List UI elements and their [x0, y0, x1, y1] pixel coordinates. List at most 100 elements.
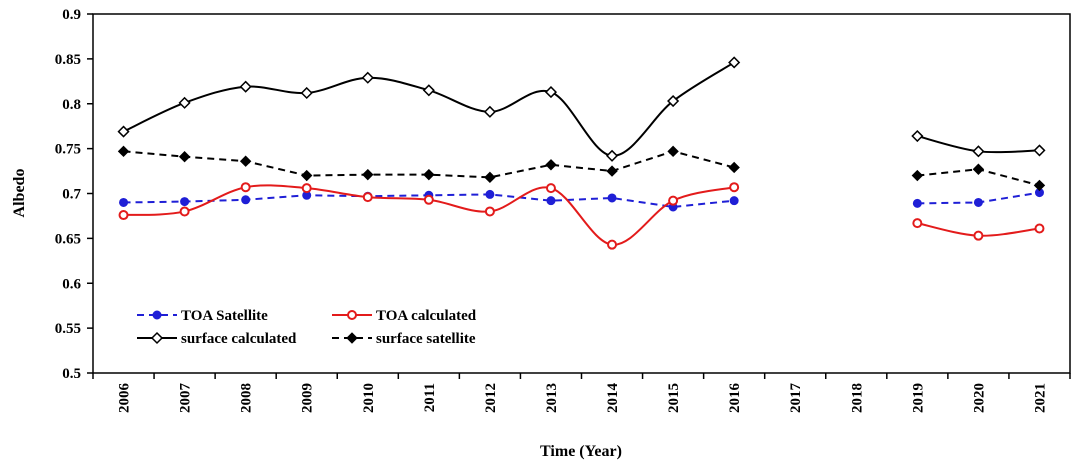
x-tick-label: 2015 — [666, 383, 682, 413]
legend-entry-toa-calculated: TOA calculated — [332, 308, 477, 324]
data-point-surface-calculated — [300, 86, 313, 100]
y-axis-title: Albedo — [11, 169, 28, 218]
data-point-surface-satellite — [667, 145, 679, 158]
data-point-toa-calculated — [1034, 223, 1045, 234]
data-point-surface-satellite — [301, 169, 313, 182]
series-line-toa-calculated — [123, 184, 735, 246]
data-point-toa-calculated — [973, 230, 984, 241]
legend-label-toa-calculated: TOA calculated — [376, 308, 477, 324]
x-tick-label: 2014 — [605, 383, 621, 414]
data-point-toa-calculated — [179, 206, 190, 217]
x-tick-label: 2008 — [239, 383, 255, 413]
x-tick-label: 2011 — [422, 383, 438, 412]
data-point-surface-satellite — [606, 165, 618, 177]
legend-entry-toa-satellite: TOA Satellite — [137, 308, 268, 324]
y-tick-label: 0.5 — [62, 366, 81, 382]
x-tick-label: 2012 — [483, 383, 499, 413]
data-point-surface-calculated — [117, 125, 130, 138]
data-point-surface-calculated — [422, 84, 435, 97]
legend-entry-surface-satellite: surface satellite — [332, 331, 476, 347]
data-point-surface-satellite — [728, 161, 740, 174]
legend-label-surface-calculated: surface calculated — [181, 331, 297, 347]
data-point-toa-satellite — [546, 196, 556, 206]
x-tick-label: 2021 — [1032, 383, 1048, 413]
data-point-surface-satellite — [362, 168, 374, 181]
data-point-surface-calculated — [667, 94, 680, 108]
data-point-toa-satellite — [729, 196, 739, 206]
series-surface-satellite — [117, 145, 1046, 192]
data-point-toa-calculated — [362, 192, 373, 203]
x-tick-label: 2006 — [117, 383, 133, 414]
data-point-surface-calculated — [1033, 144, 1046, 157]
y-tick-label: 0.8 — [62, 97, 81, 113]
x-tick-label: 2016 — [727, 383, 743, 414]
series-toa-calculated — [118, 182, 1045, 250]
data-point-surface-satellite — [117, 145, 130, 158]
legend-label-surface-satellite: surface satellite — [376, 331, 476, 347]
x-tick-label: 2013 — [544, 383, 560, 413]
x-tick-label: 2017 — [788, 383, 804, 414]
legend-marker-surface-satellite — [346, 332, 358, 344]
legend-marker-surface-calculated — [150, 331, 164, 345]
data-point-surface-satellite — [178, 150, 191, 163]
y-tick-label: 0.7 — [62, 187, 81, 203]
data-point-surface-satellite — [972, 163, 985, 175]
data-point-surface-calculated — [178, 96, 191, 109]
data-point-surface-calculated — [605, 149, 619, 162]
x-axis-title: Time (Year) — [540, 443, 622, 460]
data-point-surface-calculated — [911, 129, 924, 143]
y-tick-label: 0.9 — [62, 7, 81, 23]
data-point-surface-satellite — [423, 168, 435, 181]
legend-entry-surface-calculated: surface calculated — [137, 331, 297, 347]
data-point-surface-satellite — [911, 169, 924, 182]
data-point-surface-calculated — [239, 80, 252, 93]
data-point-toa-satellite — [119, 197, 129, 207]
data-point-toa-calculated — [607, 239, 618, 250]
y-axis: 0.5 0.55 0.6 0.65 0.7 0.75 0.8 0.85 0.9 — [55, 7, 93, 382]
data-point-toa-satellite — [180, 197, 190, 207]
data-point-surface-satellite — [239, 155, 252, 167]
data-point-toa-satellite — [912, 198, 922, 208]
data-point-toa-calculated — [545, 183, 556, 194]
data-point-surface-satellite — [484, 171, 496, 184]
data-point-toa-satellite — [485, 189, 495, 199]
y-tick-label: 0.6 — [62, 276, 81, 292]
y-tick-label: 0.85 — [55, 52, 81, 68]
series-layer — [117, 56, 1046, 250]
data-point-toa-calculated — [301, 183, 312, 194]
data-point-toa-calculated — [912, 218, 923, 229]
data-point-surface-calculated — [544, 86, 558, 99]
series-toa-satellite — [119, 188, 1044, 212]
y-tick-label: 0.55 — [55, 321, 81, 337]
series-line-surface-calculated — [123, 61, 735, 157]
data-point-surface-calculated — [483, 105, 496, 118]
x-tick-label: 2010 — [361, 383, 377, 413]
data-point-toa-calculated — [423, 194, 434, 205]
x-tick-label: 2007 — [178, 383, 194, 414]
series-surface-calculated — [117, 56, 1046, 162]
series-line-surface-satellite — [123, 150, 735, 179]
y-tick-label: 0.65 — [55, 231, 81, 247]
data-point-toa-satellite — [973, 197, 983, 207]
data-point-surface-satellite — [545, 159, 557, 171]
data-point-toa-satellite — [241, 195, 251, 205]
legend-label-toa-satellite: TOA Satellite — [181, 308, 268, 324]
legend-marker-toa-satellite — [152, 310, 162, 320]
data-point-toa-calculated — [240, 182, 251, 193]
data-point-toa-calculated — [668, 195, 679, 206]
data-point-toa-calculated — [484, 206, 495, 217]
data-point-surface-calculated — [361, 71, 374, 84]
x-tick-label: 2009 — [300, 383, 316, 413]
data-point-surface-calculated — [972, 145, 985, 158]
data-point-toa-calculated — [118, 210, 129, 221]
data-point-toa-satellite — [607, 193, 617, 203]
x-tick-label: 2020 — [971, 383, 987, 413]
data-point-surface-calculated — [728, 56, 741, 69]
data-point-toa-calculated — [729, 182, 740, 193]
x-tick-label: 2018 — [849, 383, 865, 413]
y-tick-label: 0.75 — [55, 142, 81, 158]
data-point-surface-satellite — [1033, 179, 1046, 192]
x-axis: 2006 2007 2008 2009 2010 2011 2012 2013 2014 2015… — [92, 373, 1071, 414]
x-tick-label: 2019 — [910, 383, 926, 413]
